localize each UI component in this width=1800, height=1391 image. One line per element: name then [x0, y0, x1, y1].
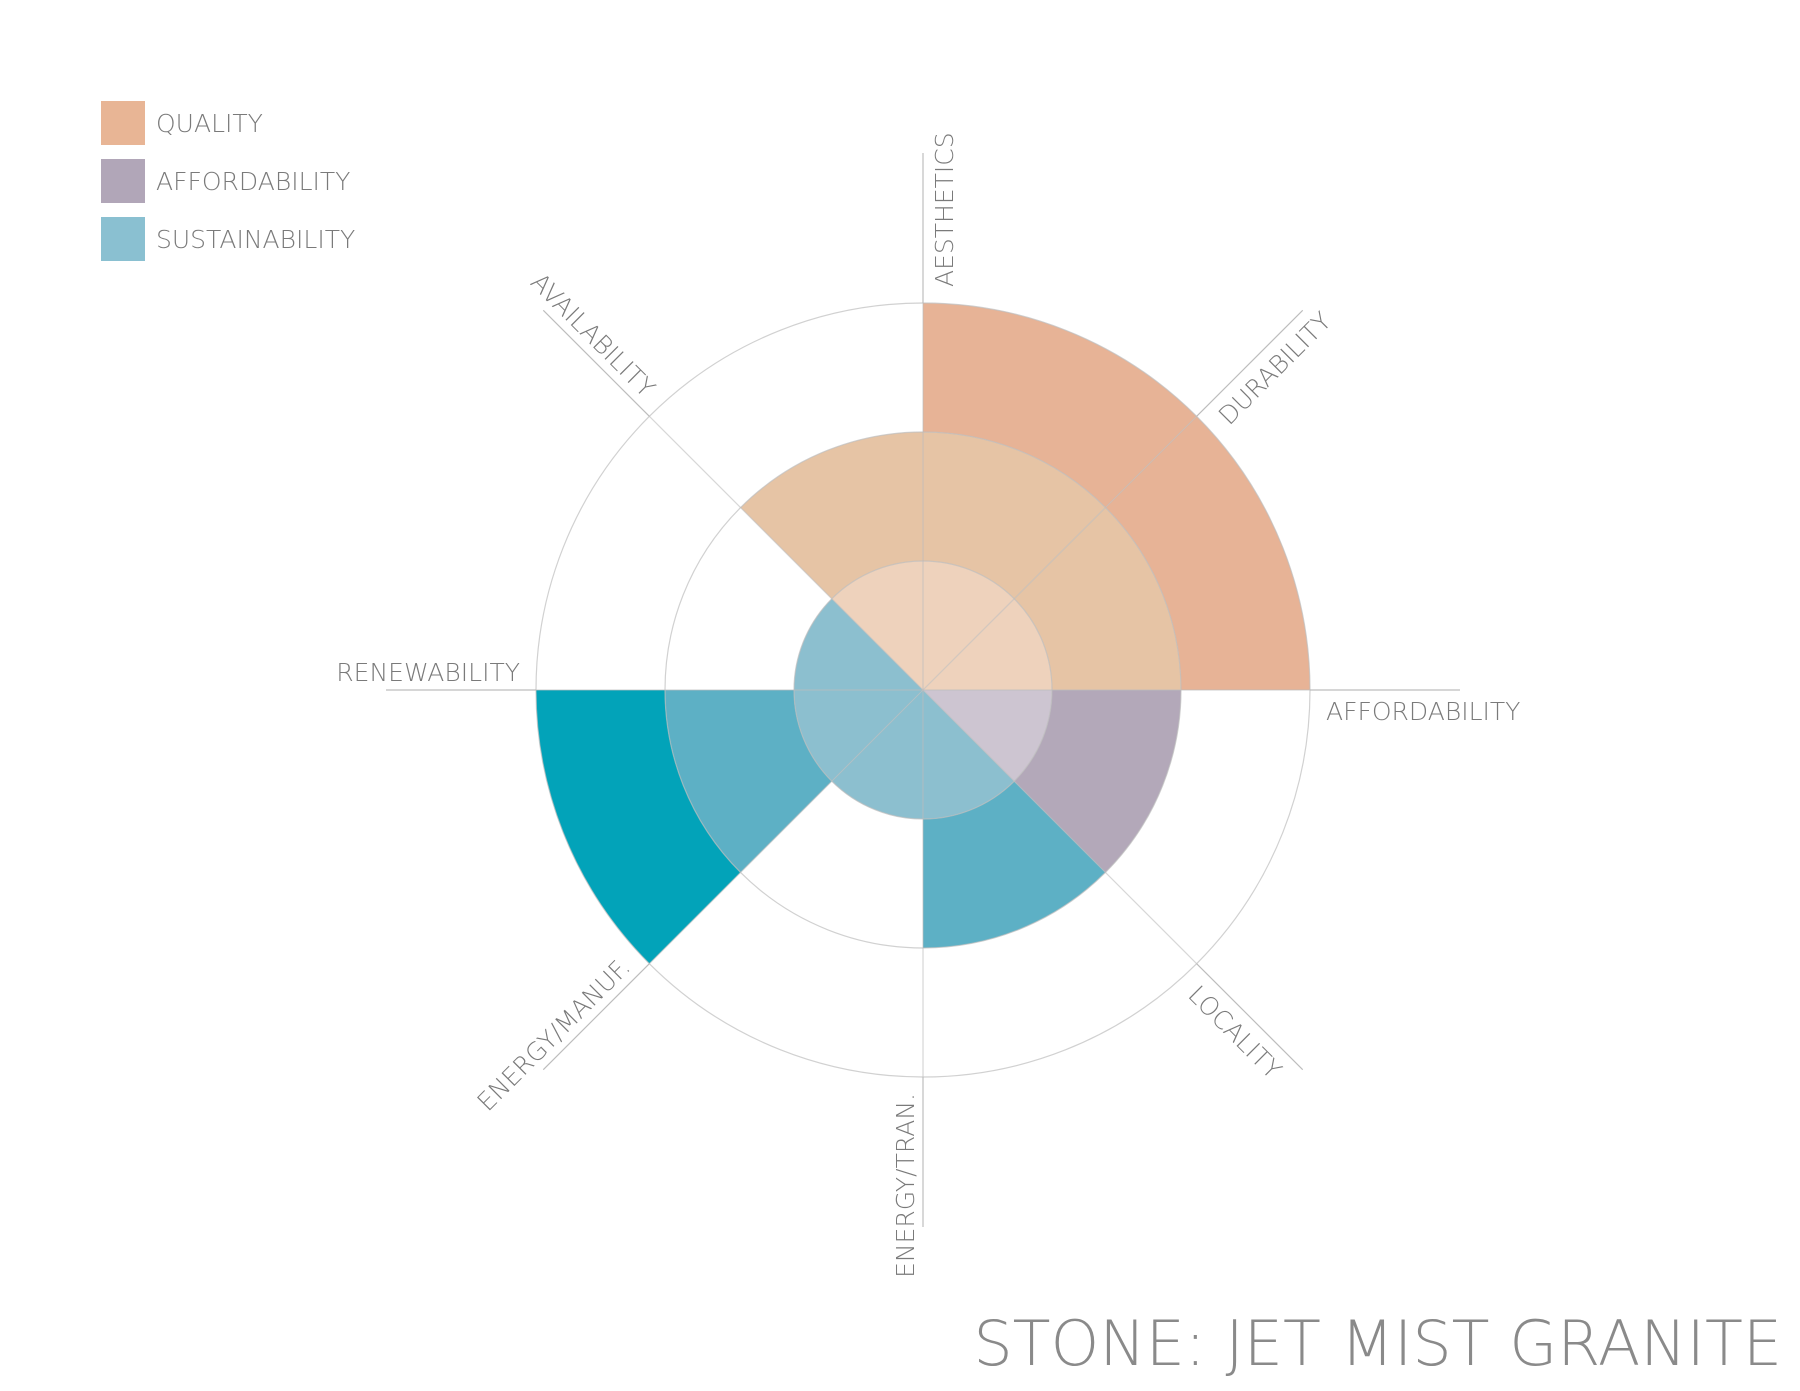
sector [1014, 690, 1181, 873]
spoke [648, 415, 924, 691]
label-leader [542, 309, 650, 417]
legend-swatch [101, 217, 145, 261]
sector [794, 690, 923, 782]
sector [923, 598, 1052, 690]
sector [1105, 416, 1310, 690]
sector [923, 690, 1015, 819]
sector [536, 690, 741, 964]
legend-label: AFFORDABILITY [156, 167, 350, 196]
legend-label: SUSTAINABILITY [156, 225, 355, 254]
sector [831, 561, 923, 690]
category-label: ENERGY/TRAN. [891, 1093, 920, 1278]
legend-swatch [101, 159, 145, 203]
sector [923, 303, 1197, 508]
label-leader [542, 963, 650, 1071]
legend-swatch [101, 101, 145, 145]
legend-label: QUALITY [156, 109, 263, 138]
category-label: AESTHETICS [930, 132, 959, 287]
category-label: AFFORDABILITY [1326, 697, 1520, 726]
sector [831, 690, 923, 819]
spoke [922, 415, 1198, 691]
sector [1014, 507, 1181, 690]
sector [740, 432, 923, 599]
spoke [648, 689, 924, 965]
sector [923, 561, 1015, 690]
chart-title: STONE: JET MIST GRANITE [973, 1307, 1782, 1380]
sector [794, 598, 923, 690]
label-leader [1196, 309, 1304, 417]
sector [923, 781, 1106, 948]
category-label: RENEWABILITY [336, 658, 520, 687]
sector [923, 432, 1106, 599]
sector [923, 690, 1052, 782]
spoke [922, 689, 1198, 965]
sector [665, 690, 832, 873]
label-leader [1196, 963, 1304, 1071]
